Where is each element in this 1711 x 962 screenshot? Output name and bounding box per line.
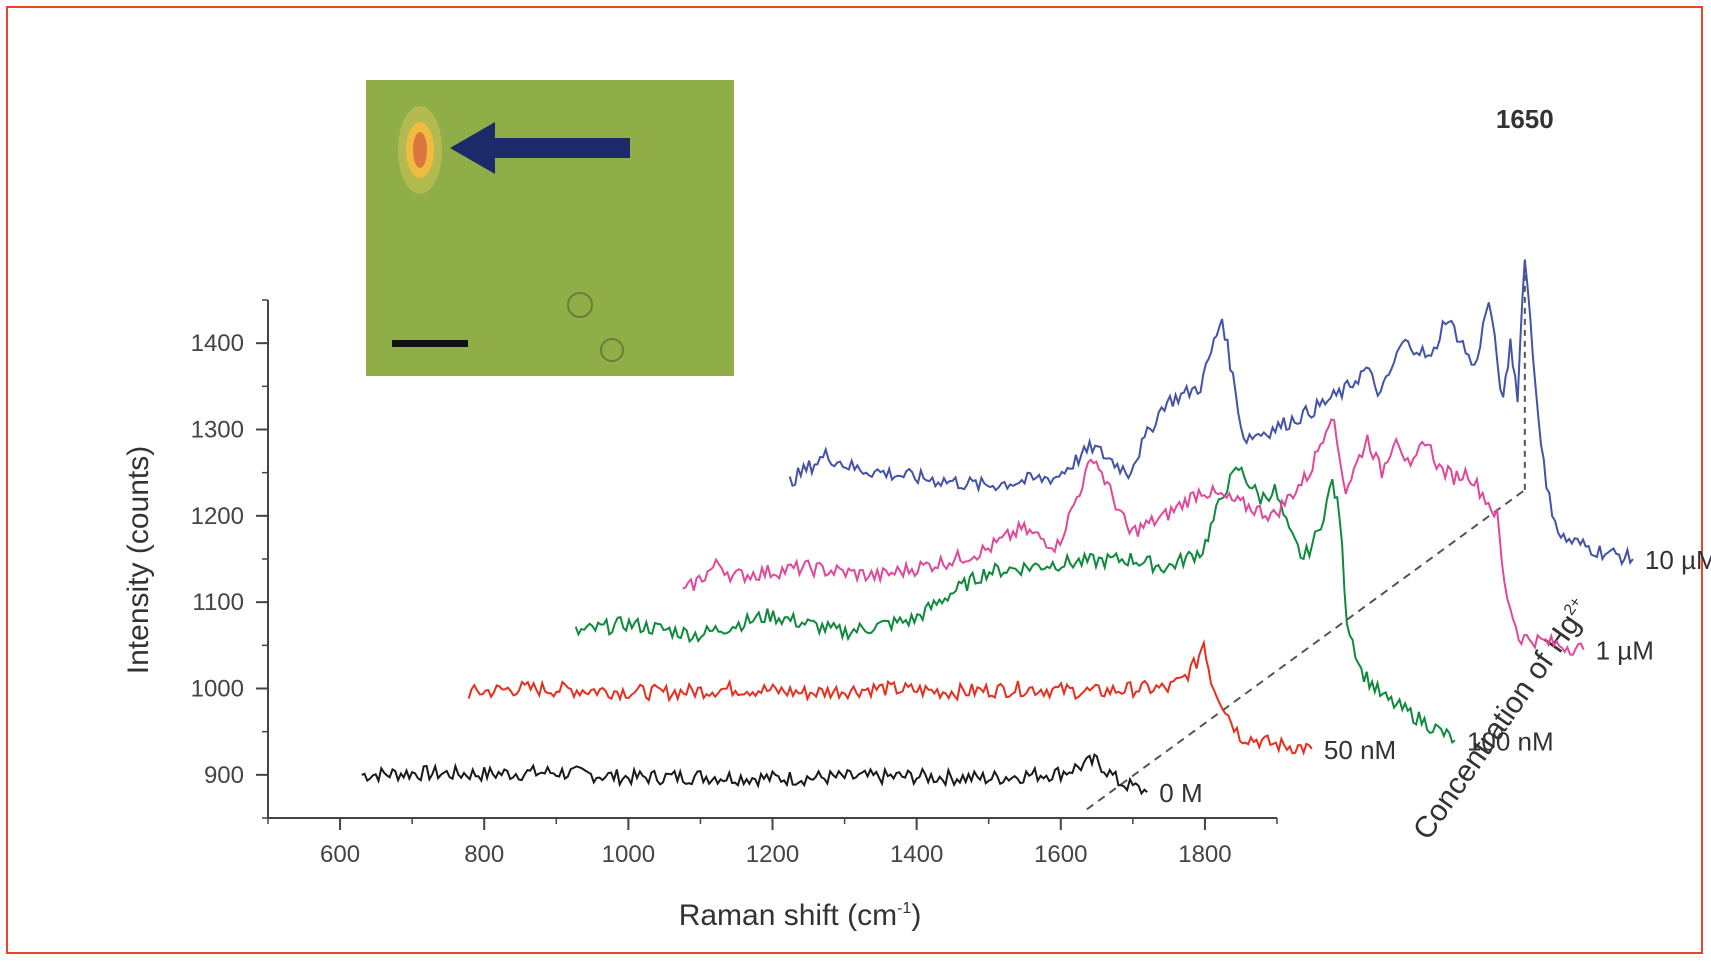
inset-bubble [600, 338, 624, 362]
series-line-0 [361, 753, 1148, 796]
series-label: 0 M [1159, 778, 1202, 808]
y-tick-label: 1000 [191, 676, 244, 703]
series-label: 50 nM [1324, 735, 1396, 765]
x-tick-label: 1400 [890, 841, 943, 868]
x-axis-title: Raman shift (cm-1) [679, 899, 922, 932]
series-line-2 [574, 465, 1456, 745]
x-tick-label: 1000 [602, 841, 655, 868]
z-axis-title: Concentration of Hg2+ [1407, 593, 1598, 845]
y-tick-label: 1300 [191, 417, 244, 444]
inset-bubble [567, 292, 593, 318]
series-label: 10 µM [1645, 545, 1711, 575]
axes: 600 800 1000 1200 1400 1600 1800 900 1000 1100 120… [122, 299, 1598, 932]
series-line-1 [467, 638, 1313, 756]
series-label: 1 µM [1596, 636, 1654, 666]
inset-scale-bar [392, 340, 468, 347]
x-tick-label: 1600 [1034, 841, 1087, 868]
inset-micrograph [366, 80, 734, 376]
y-axis-title: Intensity (counts) [122, 446, 155, 674]
x-tick-label: 800 [464, 841, 504, 868]
diagonal-guide [1086, 489, 1526, 811]
inset-hotspot-glow [398, 106, 442, 194]
y-tick-label: 1100 [192, 589, 244, 616]
figure-frame [6, 6, 1703, 954]
y-tick-label: 1200 [191, 503, 244, 530]
arrow-icon [450, 122, 630, 174]
series-group [361, 259, 1634, 796]
x-tick-label: 1200 [746, 841, 799, 868]
labels: 0 M 50 nM 100 nM 1 µM 10 µM 1650 [1159, 104, 1711, 808]
peak-label: 1650 [1496, 104, 1554, 134]
series-line-3 [682, 418, 1585, 656]
series-line-4 [788, 259, 1634, 567]
series-label: 100 nM [1467, 726, 1554, 756]
y-tick-label: 1400 [191, 330, 244, 357]
peak-guides [1086, 274, 1526, 811]
x-tick-label: 1800 [1178, 841, 1231, 868]
inset-hotspot-core [413, 132, 427, 168]
x-tick-label: 600 [320, 841, 360, 868]
y-tick-label: 900 [204, 762, 244, 789]
